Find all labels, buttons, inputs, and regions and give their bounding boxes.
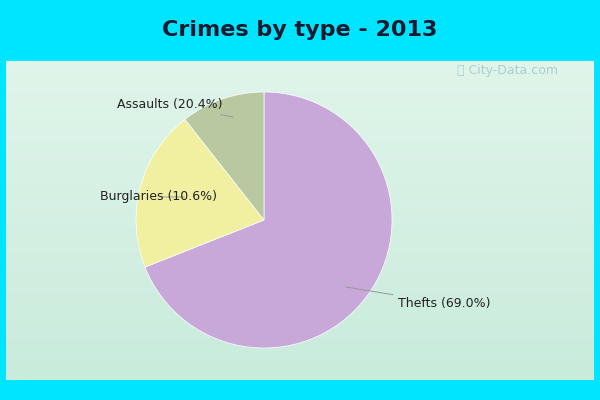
Text: Assaults (20.4%): Assaults (20.4%)	[117, 98, 233, 117]
Text: ⓘ City-Data.com: ⓘ City-Data.com	[457, 64, 558, 77]
Bar	[0, 0, 600, 54]
Text: Burglaries (10.6%): Burglaries (10.6%)	[100, 190, 217, 204]
Bar	[594, 0, 600, 400]
Text: Thefts (69.0%): Thefts (69.0%)	[346, 287, 491, 310]
Text: Crimes by type - 2013: Crimes by type - 2013	[163, 20, 437, 40]
Wedge shape	[145, 92, 392, 348]
Bar	[0, 380, 600, 400]
Wedge shape	[136, 119, 264, 267]
Wedge shape	[185, 92, 264, 220]
Bar	[0, 0, 6, 400]
